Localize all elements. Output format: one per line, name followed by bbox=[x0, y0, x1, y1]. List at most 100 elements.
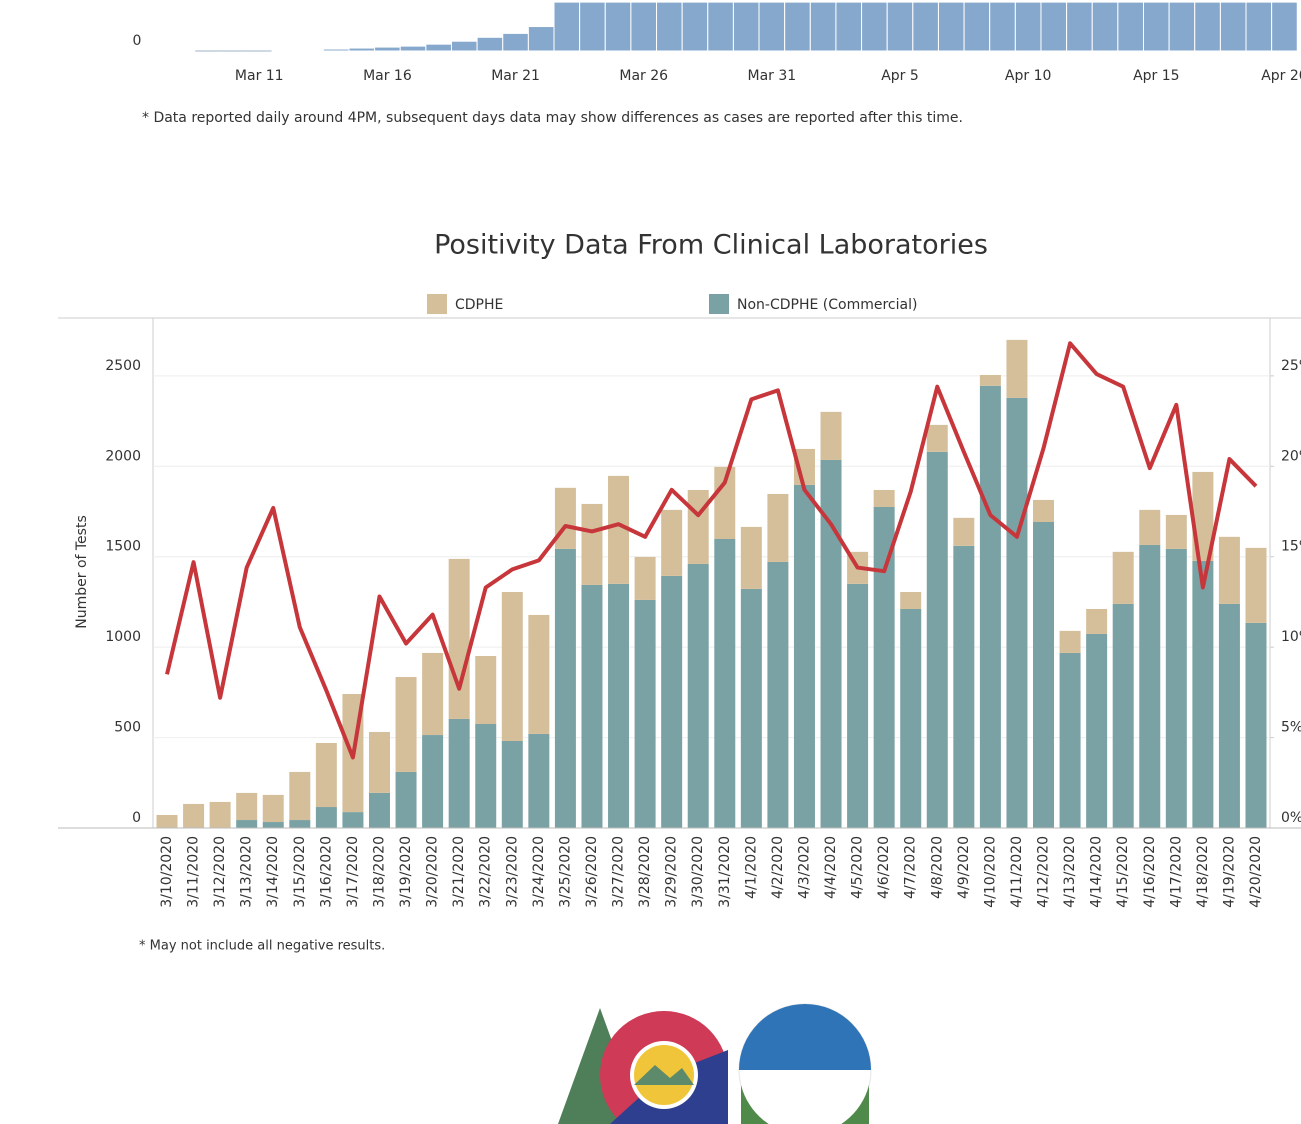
bar bbox=[322, 48, 350, 52]
bar-segment bbox=[315, 743, 337, 808]
bar bbox=[1014, 1, 1042, 52]
bar-segment bbox=[368, 792, 390, 828]
x-tick-label: 3/23/2020 bbox=[504, 836, 520, 908]
bar bbox=[656, 1, 683, 52]
bar-segment bbox=[342, 812, 364, 828]
bar-segment bbox=[661, 575, 683, 828]
bar-segment bbox=[1139, 509, 1161, 545]
bar-segment bbox=[608, 475, 630, 584]
bar bbox=[374, 46, 401, 52]
bar bbox=[707, 1, 734, 52]
bar-segment bbox=[847, 583, 869, 828]
x-tick-label: 4/8/2020 bbox=[929, 836, 945, 899]
bar bbox=[963, 1, 991, 52]
bar bbox=[1194, 1, 1221, 52]
bar-segment bbox=[687, 563, 709, 828]
x-tick-label: Mar 16 bbox=[363, 68, 412, 84]
bar-segment bbox=[1139, 544, 1161, 828]
bar-segment bbox=[926, 451, 948, 828]
bar-segment bbox=[528, 733, 550, 828]
y-tick-label: 500 bbox=[114, 720, 141, 736]
y-tick-label: 1500 bbox=[105, 539, 141, 555]
bar-segment bbox=[1086, 608, 1108, 634]
bar-segment bbox=[422, 652, 444, 736]
logo-badge-top bbox=[739, 1004, 871, 1070]
bar bbox=[681, 1, 709, 52]
bar-segment bbox=[979, 385, 1001, 828]
bar-segment bbox=[926, 424, 948, 452]
bar bbox=[1066, 1, 1093, 52]
y-tick-label: 2500 bbox=[105, 358, 141, 374]
x-tick-label: 3/17/2020 bbox=[345, 836, 361, 908]
x-tick-label: 3/16/2020 bbox=[318, 836, 334, 908]
bar-segment bbox=[554, 548, 576, 828]
bar-segment bbox=[767, 561, 789, 828]
x-tick-label: 4/5/2020 bbox=[850, 836, 866, 899]
bar-segment bbox=[315, 807, 337, 828]
bar bbox=[399, 45, 427, 52]
bar-segment bbox=[953, 545, 975, 828]
bar-segment bbox=[714, 466, 736, 539]
y2-tick-label: 5% bbox=[1281, 720, 1301, 736]
bar bbox=[297, 49, 324, 52]
bar bbox=[604, 1, 632, 52]
x-tick-label: Mar 21 bbox=[491, 68, 540, 84]
x-tick-label: 4/12/2020 bbox=[1036, 836, 1052, 908]
bar bbox=[630, 1, 658, 52]
x-tick-label: 3/12/2020 bbox=[212, 836, 228, 908]
chart-note: * May not include all negative results. bbox=[139, 939, 385, 954]
bar bbox=[502, 32, 529, 52]
x-tick-label: Apr 20 bbox=[1261, 68, 1301, 84]
bar-segment bbox=[1245, 622, 1267, 828]
bar-segment bbox=[900, 591, 922, 609]
bar-segment bbox=[820, 459, 842, 828]
positivity-line bbox=[165, 341, 1258, 760]
x-tick-label: 3/26/2020 bbox=[584, 836, 600, 908]
bar-segment bbox=[236, 792, 258, 821]
bar-segment bbox=[1086, 633, 1108, 828]
bar-segment bbox=[395, 676, 417, 772]
bar-segment bbox=[1218, 603, 1240, 828]
bar-segment bbox=[1006, 397, 1028, 828]
bar-segment bbox=[422, 735, 444, 828]
bar-segment bbox=[634, 556, 656, 600]
bar-segment bbox=[1112, 551, 1134, 604]
logo: CDPHE bbox=[558, 1003, 872, 1124]
x-tick-label: 4/14/2020 bbox=[1089, 836, 1105, 908]
x-tick-label: 3/18/2020 bbox=[371, 836, 387, 908]
bar-segment bbox=[209, 801, 231, 828]
bar bbox=[476, 36, 504, 52]
logo-mountains bbox=[634, 1065, 694, 1085]
bar-segment bbox=[1059, 630, 1081, 653]
bar-segment bbox=[740, 588, 762, 828]
bar-segment bbox=[289, 771, 311, 821]
x-tick-label: 4/7/2020 bbox=[903, 836, 919, 899]
x-tick-label: 4/18/2020 bbox=[1195, 836, 1211, 908]
bar-segment bbox=[1218, 536, 1240, 604]
x-tick-label: 3/29/2020 bbox=[664, 836, 680, 908]
x-tick-label: 3/10/2020 bbox=[159, 836, 175, 908]
bar bbox=[1271, 1, 1298, 52]
chart-title: Positivity Data From Clinical Laboratori… bbox=[434, 230, 988, 261]
bar-segment bbox=[953, 517, 975, 546]
bar-segment bbox=[581, 584, 603, 828]
legend-swatch bbox=[427, 294, 447, 314]
x-tick-label: 3/24/2020 bbox=[531, 836, 547, 908]
bar-segment bbox=[687, 489, 709, 564]
x-tick-label: 3/14/2020 bbox=[265, 836, 281, 908]
bar bbox=[989, 1, 1016, 52]
x-tick-label: 4/19/2020 bbox=[1221, 836, 1237, 908]
bar bbox=[809, 1, 837, 52]
y2-tick-label: 15% bbox=[1281, 539, 1301, 555]
x-tick-label: 4/1/2020 bbox=[743, 836, 759, 899]
bar bbox=[271, 49, 299, 52]
bar-segment bbox=[475, 656, 497, 725]
bar bbox=[784, 1, 811, 52]
bar bbox=[861, 1, 888, 52]
x-tick-label: 4/15/2020 bbox=[1115, 836, 1131, 908]
bar-segment bbox=[262, 822, 284, 828]
bar-segment bbox=[475, 724, 497, 828]
bar-segment bbox=[820, 411, 842, 460]
y-tick-label: 0 bbox=[133, 33, 142, 49]
